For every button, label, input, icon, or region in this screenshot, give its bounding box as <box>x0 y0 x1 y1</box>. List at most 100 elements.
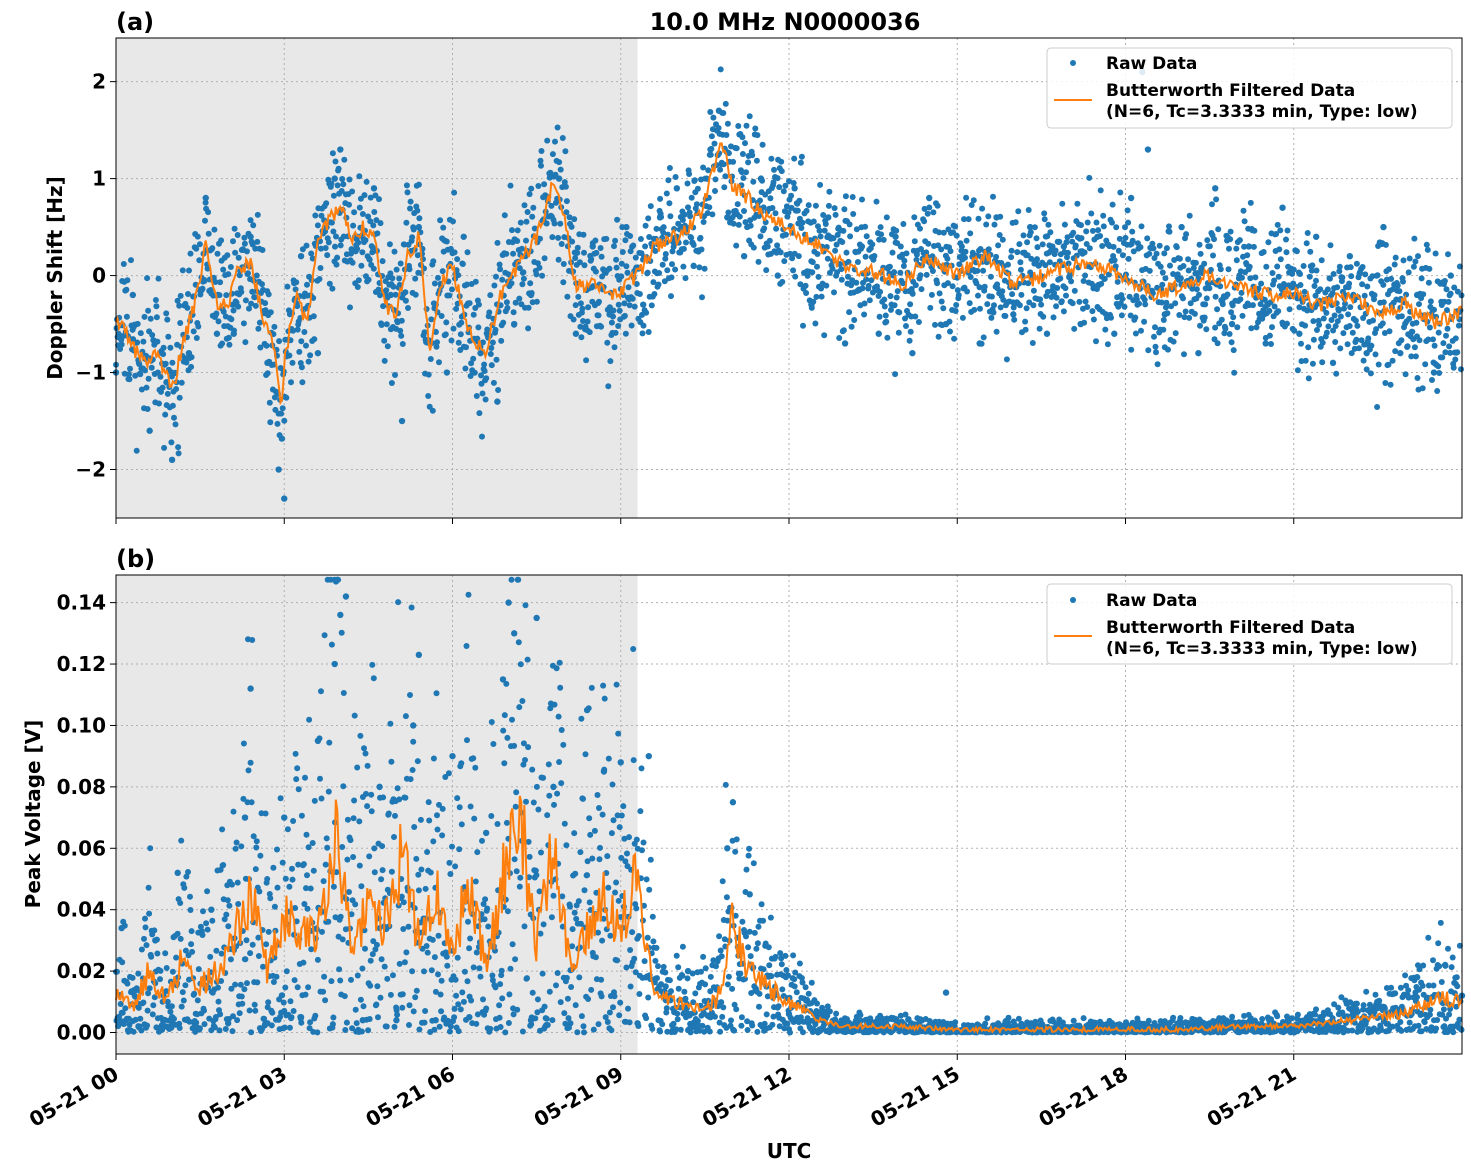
raw-point <box>470 355 477 362</box>
raw-point <box>1260 249 1267 255</box>
raw-point <box>993 328 1000 335</box>
raw-point <box>334 254 341 261</box>
raw-point <box>291 977 298 984</box>
raw-point <box>1375 361 1382 368</box>
raw-point <box>451 249 458 256</box>
raw-point <box>1190 265 1197 271</box>
raw-point <box>322 861 329 868</box>
raw-point <box>668 274 675 281</box>
raw-point <box>412 291 419 298</box>
raw-point <box>525 304 532 311</box>
raw-point <box>234 232 241 238</box>
raw-point <box>380 794 387 801</box>
raw-point <box>1337 313 1344 320</box>
raw-point <box>660 224 667 231</box>
raw-point <box>618 812 625 819</box>
raw-point <box>802 282 809 289</box>
raw-point <box>608 319 615 326</box>
raw-point <box>366 1016 373 1022</box>
raw-point <box>699 294 705 301</box>
raw-point <box>1382 380 1389 386</box>
raw-point <box>218 950 225 957</box>
raw-point <box>581 262 588 269</box>
raw-point <box>1141 296 1148 303</box>
raw-point <box>643 1015 650 1022</box>
raw-point <box>1337 345 1344 352</box>
raw-point <box>1231 369 1238 376</box>
raw-point <box>267 895 274 902</box>
raw-point <box>764 243 771 250</box>
raw-point <box>589 243 596 250</box>
raw-point <box>281 417 288 424</box>
raw-point <box>483 375 490 382</box>
raw-point <box>427 869 434 876</box>
raw-point <box>808 979 815 986</box>
raw-point <box>623 964 630 971</box>
raw-point <box>1062 285 1069 292</box>
raw-point <box>1170 1014 1177 1021</box>
raw-point <box>1346 252 1354 260</box>
raw-point <box>1363 366 1370 373</box>
raw-point <box>1374 404 1381 410</box>
raw-point <box>938 246 945 253</box>
raw-point <box>1078 222 1084 229</box>
raw-point <box>777 950 784 957</box>
raw-point <box>778 961 785 968</box>
raw-point <box>533 783 540 790</box>
raw-point <box>438 977 445 984</box>
raw-point <box>1408 353 1415 360</box>
raw-point <box>993 214 1000 221</box>
raw-point <box>440 224 447 231</box>
raw-point <box>512 956 519 963</box>
raw-point <box>163 988 170 995</box>
raw-point <box>540 774 547 781</box>
raw-point <box>1429 377 1435 383</box>
raw-point <box>733 145 740 152</box>
raw-point <box>1452 356 1459 363</box>
raw-point <box>607 358 614 365</box>
raw-point <box>606 311 613 318</box>
raw-point <box>557 166 564 173</box>
raw-point <box>1283 249 1290 256</box>
raw-point <box>1426 324 1433 331</box>
raw-point <box>452 976 459 983</box>
raw-point <box>537 235 543 242</box>
raw-point <box>519 1028 526 1035</box>
raw-point <box>846 309 853 316</box>
raw-point <box>1226 331 1233 337</box>
raw-point <box>1181 314 1188 321</box>
raw-point <box>707 109 714 115</box>
raw-point <box>322 997 329 1004</box>
raw-point <box>1367 370 1374 377</box>
raw-point <box>1234 324 1241 331</box>
raw-point <box>434 339 440 346</box>
raw-point <box>561 1010 568 1017</box>
raw-point <box>274 884 281 891</box>
raw-point <box>226 341 233 348</box>
raw-point <box>980 334 987 341</box>
raw-point <box>349 1025 356 1032</box>
raw-point <box>1122 234 1129 241</box>
raw-point <box>487 292 494 299</box>
raw-point <box>918 286 925 293</box>
raw-point <box>784 1020 791 1027</box>
raw-point <box>1305 344 1312 351</box>
raw-point <box>199 932 206 938</box>
raw-point <box>1082 298 1089 305</box>
raw-point <box>680 245 687 252</box>
raw-point <box>300 861 307 868</box>
raw-point <box>371 845 378 852</box>
raw-point <box>242 956 249 963</box>
raw-point <box>722 100 729 107</box>
raw-point <box>580 231 587 238</box>
raw-point <box>358 883 365 890</box>
raw-point <box>190 328 197 335</box>
raw-point <box>529 213 536 220</box>
raw-point <box>705 167 712 174</box>
raw-point <box>301 901 308 907</box>
raw-point <box>1036 325 1043 332</box>
raw-point <box>1072 242 1079 249</box>
raw-point <box>686 171 693 177</box>
raw-point <box>1339 274 1346 281</box>
raw-point <box>123 313 130 320</box>
